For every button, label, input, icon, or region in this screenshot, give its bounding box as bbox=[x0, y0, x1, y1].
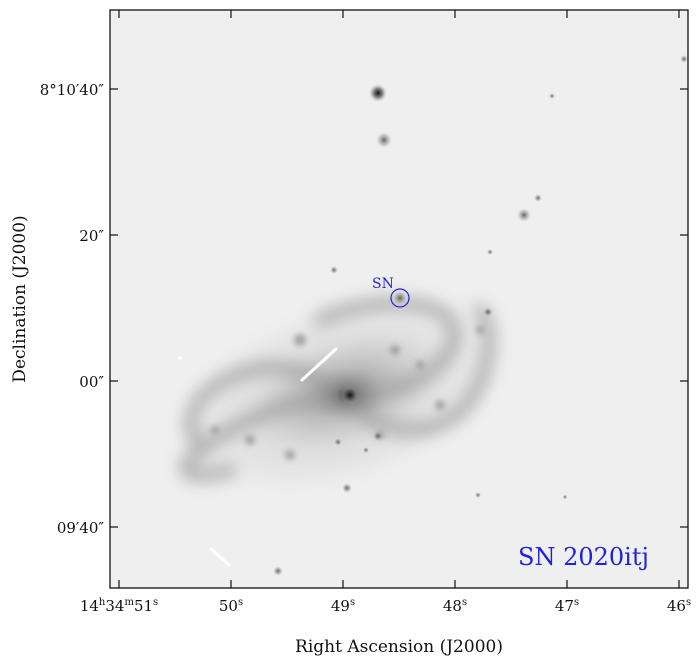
x-tick-label-2: 49s bbox=[331, 597, 355, 615]
sn-name-label: SN 2020itj bbox=[518, 543, 649, 571]
y-tick-label-1: 20″ bbox=[79, 227, 104, 245]
y-tick-label-2: 00″ bbox=[79, 373, 104, 391]
galaxy-image bbox=[110, 10, 688, 588]
x-axis-title: Right Ascension (J2000) bbox=[295, 637, 503, 657]
y-tick-label-0: 8°10′40″ bbox=[40, 81, 105, 99]
x-tick-label-1: 50s bbox=[219, 597, 243, 615]
x-tick-label-5: 46s bbox=[667, 597, 691, 615]
y-tick-label-3: 09′40″ bbox=[57, 519, 105, 537]
plot-frame bbox=[109, 9, 689, 589]
x-tick-label-0: 14h34m51s bbox=[80, 597, 158, 615]
x-tick-label-4: 47s bbox=[555, 597, 579, 615]
tick-marks bbox=[110, 10, 688, 588]
y-axis-title: Declination (J2000) bbox=[10, 215, 30, 382]
x-tick-label-3: 48s bbox=[443, 597, 467, 615]
sn-marker-label: SN bbox=[372, 276, 394, 292]
sn-marker-circle bbox=[390, 288, 410, 308]
